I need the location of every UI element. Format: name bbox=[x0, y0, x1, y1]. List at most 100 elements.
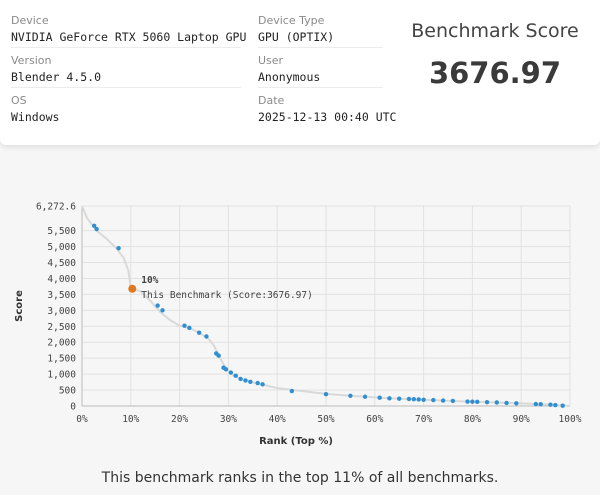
benchmark-point bbox=[216, 353, 221, 358]
benchmark-point bbox=[470, 399, 475, 404]
benchmark-point bbox=[504, 400, 509, 406]
date-label: Date bbox=[258, 94, 285, 107]
benchmark-point bbox=[260, 382, 265, 387]
version-field: Version Blender 4.5.0 bbox=[11, 48, 241, 88]
benchmark-point bbox=[411, 396, 417, 402]
benchmark-point bbox=[406, 396, 412, 402]
benchmark-point bbox=[196, 330, 202, 335]
device-type-value: GPU (OPTIX) bbox=[258, 30, 335, 44]
y-tick-label: 6,272.6 bbox=[36, 202, 76, 213]
device-type-field: Device Type GPU (OPTIX) bbox=[258, 8, 383, 48]
benchmark-point bbox=[255, 380, 260, 386]
os-label: OS bbox=[11, 94, 27, 107]
benchmark-point bbox=[416, 397, 421, 402]
highlight-rank-label: 10% bbox=[141, 275, 158, 286]
y-tick-label: 3,500 bbox=[47, 290, 76, 301]
benchmark-point bbox=[421, 397, 426, 402]
benchmark-point bbox=[397, 396, 402, 401]
user-field: User Anonymous bbox=[258, 48, 383, 88]
x-tick-label: 40% bbox=[269, 414, 286, 425]
benchmark-point bbox=[475, 399, 480, 405]
info-column-left: Device NVIDIA GeForce RTX 5060 Laptop GP… bbox=[11, 8, 247, 128]
benchmark-point bbox=[560, 403, 565, 408]
benchmark-point bbox=[160, 308, 165, 313]
version-value: Blender 4.5.0 bbox=[11, 70, 102, 84]
x-tick-label: 50% bbox=[317, 414, 334, 425]
benchmark-point bbox=[548, 402, 553, 407]
rank-summary: This benchmark ranks in the top 11% of a… bbox=[101, 470, 499, 486]
benchmark-score-title: Benchmark Score bbox=[411, 20, 579, 42]
benchmark-point bbox=[538, 402, 543, 407]
x-tick-label: 90% bbox=[513, 414, 530, 425]
x-tick-label: 70% bbox=[415, 414, 432, 425]
benchmark-point bbox=[92, 223, 97, 229]
x-tick-label: 100% bbox=[559, 414, 582, 425]
benchmark-point bbox=[484, 399, 490, 405]
benchmark-point bbox=[243, 378, 248, 383]
benchmark-point bbox=[465, 399, 470, 404]
os-value: Windows bbox=[11, 110, 60, 124]
device-type-label: Device Type bbox=[258, 14, 325, 27]
rank-chart: 0 500 1,000 1,500 2,000 2,500 3,000 3,500 4,000 4… bbox=[0, 190, 600, 452]
y-tick-label: 5,000 bbox=[47, 242, 76, 253]
x-tick-label: 30% bbox=[220, 414, 237, 425]
benchmark-score-value: 3676.97 bbox=[428, 56, 562, 90]
y-tick-label: 1,000 bbox=[47, 370, 76, 381]
y-tick-label: 4,000 bbox=[47, 274, 76, 285]
benchmark-point bbox=[116, 245, 121, 251]
x-tick-label: 60% bbox=[366, 414, 383, 425]
x-tick-label: 80% bbox=[464, 414, 481, 425]
benchmark-point bbox=[182, 323, 187, 328]
benchmark-point bbox=[238, 376, 243, 382]
benchmark-point bbox=[348, 393, 353, 398]
user-value: Anonymous bbox=[258, 70, 321, 84]
benchmark-point bbox=[289, 388, 295, 394]
benchmark-point bbox=[187, 325, 192, 331]
device-label: Device bbox=[11, 14, 49, 27]
benchmark-point bbox=[450, 398, 456, 404]
y-tick-label: 2,500 bbox=[47, 322, 76, 333]
benchmark-point bbox=[94, 226, 99, 232]
benchmark-point bbox=[155, 303, 160, 308]
date-value: 2025-12-13 00:40 UTC bbox=[258, 110, 397, 124]
device-field: Device NVIDIA GeForce RTX 5060 Laptop GP… bbox=[11, 8, 247, 48]
y-tick-label: 5,500 bbox=[47, 226, 76, 237]
os-field: OS Windows bbox=[11, 88, 241, 128]
y-tick-label: 0 bbox=[70, 402, 76, 413]
benchmark-point bbox=[440, 398, 446, 403]
benchmark-point bbox=[533, 401, 539, 407]
y-tick-label: 3,000 bbox=[47, 306, 76, 317]
user-label: User bbox=[258, 54, 284, 67]
this-benchmark-point bbox=[128, 284, 137, 293]
benchmark-point bbox=[204, 334, 209, 339]
device-info-card: Device NVIDIA GeForce RTX 5060 Laptop GP… bbox=[0, 0, 600, 145]
device-value: NVIDIA GeForce RTX 5060 Laptop GPU bbox=[11, 30, 247, 44]
rank-chart-svg: 0 500 1,000 1,500 2,000 2,500 3,000 3,500 4,000 4… bbox=[14, 202, 582, 448]
benchmark-point bbox=[223, 367, 229, 372]
benchmark-point bbox=[431, 397, 436, 403]
benchmark-point bbox=[323, 392, 329, 397]
y-tick-label: 4,500 bbox=[47, 258, 76, 269]
x-tick-label: 10% bbox=[122, 414, 139, 425]
benchmark-point bbox=[514, 401, 519, 406]
y-axis-title: Score bbox=[14, 290, 25, 322]
y-tick-label: 500 bbox=[59, 386, 76, 397]
benchmark-point bbox=[228, 370, 234, 375]
benchmark-point bbox=[248, 379, 253, 384]
benchmark-point bbox=[553, 402, 558, 408]
y-tick-label: 1,500 bbox=[47, 354, 76, 365]
x-axis-title: Rank (Top %) bbox=[259, 436, 333, 447]
benchmark-point bbox=[233, 373, 238, 378]
benchmark-point bbox=[387, 396, 392, 401]
info-column-right: Device Type GPU (OPTIX) User Anonymous D… bbox=[258, 8, 397, 128]
benchmark-point bbox=[494, 400, 499, 405]
benchmark-point bbox=[377, 395, 382, 400]
benchmark-point bbox=[362, 394, 368, 399]
benchmark-score-box: Benchmark Score 3676.97 bbox=[395, 20, 595, 90]
highlight-score-label: This Benchmark (Score:3676.97) bbox=[141, 290, 313, 301]
x-tick-label: 20% bbox=[171, 414, 188, 425]
date-field: Date 2025-12-13 00:40 UTC bbox=[258, 88, 397, 128]
x-tick-label: 0% bbox=[76, 414, 88, 425]
y-tick-label: 2,000 bbox=[47, 338, 76, 349]
version-label: Version bbox=[11, 54, 52, 67]
